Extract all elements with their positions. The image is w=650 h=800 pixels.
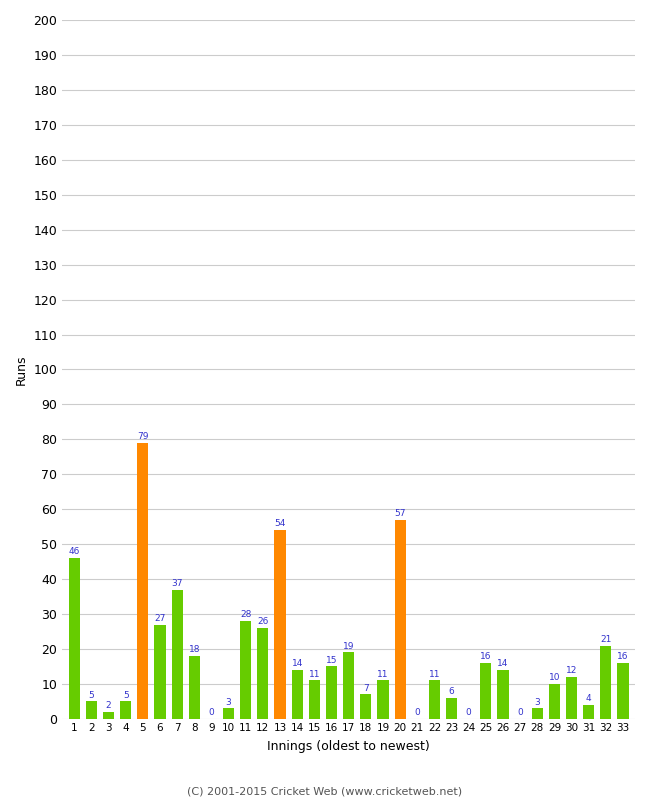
Text: 5: 5: [88, 690, 94, 700]
Text: 54: 54: [274, 519, 286, 529]
Bar: [69, 558, 80, 719]
Bar: [172, 590, 183, 719]
Bar: [86, 702, 97, 719]
Bar: [601, 646, 612, 719]
Text: 27: 27: [154, 614, 166, 622]
Bar: [618, 663, 629, 719]
Bar: [360, 694, 371, 719]
Bar: [549, 684, 560, 719]
Text: 3: 3: [226, 698, 231, 706]
Bar: [120, 702, 131, 719]
Text: 6: 6: [448, 687, 454, 696]
Bar: [566, 677, 577, 719]
Bar: [257, 628, 268, 719]
X-axis label: Innings (oldest to newest): Innings (oldest to newest): [267, 740, 430, 753]
Bar: [274, 530, 285, 719]
Bar: [429, 681, 440, 719]
Text: 10: 10: [549, 673, 560, 682]
Text: 21: 21: [600, 634, 612, 644]
Text: 57: 57: [395, 509, 406, 518]
Text: 0: 0: [414, 708, 420, 717]
Text: 11: 11: [377, 670, 389, 678]
Bar: [309, 681, 320, 719]
Bar: [240, 621, 252, 719]
Bar: [532, 709, 543, 719]
Bar: [103, 712, 114, 719]
Text: 7: 7: [363, 684, 369, 693]
Text: 0: 0: [209, 708, 214, 717]
Text: 11: 11: [428, 670, 440, 678]
Text: 12: 12: [566, 666, 577, 675]
Bar: [155, 625, 166, 719]
Bar: [395, 520, 406, 719]
Text: 0: 0: [466, 708, 471, 717]
Text: 4: 4: [586, 694, 592, 703]
Text: 28: 28: [240, 610, 252, 619]
Text: 11: 11: [309, 670, 320, 678]
Bar: [497, 670, 508, 719]
Y-axis label: Runs: Runs: [15, 354, 28, 385]
Bar: [137, 443, 148, 719]
Text: 16: 16: [480, 652, 491, 662]
Text: 0: 0: [517, 708, 523, 717]
Text: 2: 2: [106, 701, 111, 710]
Bar: [480, 663, 491, 719]
Text: 15: 15: [326, 656, 337, 665]
Text: 5: 5: [123, 690, 129, 700]
Text: 16: 16: [618, 652, 629, 662]
Text: 37: 37: [172, 579, 183, 588]
Bar: [583, 705, 594, 719]
Text: (C) 2001-2015 Cricket Web (www.cricketweb.net): (C) 2001-2015 Cricket Web (www.cricketwe…: [187, 786, 463, 796]
Text: 18: 18: [188, 646, 200, 654]
Text: 14: 14: [497, 659, 509, 668]
Bar: [446, 698, 457, 719]
Bar: [343, 653, 354, 719]
Text: 14: 14: [291, 659, 303, 668]
Bar: [188, 656, 200, 719]
Bar: [223, 709, 234, 719]
Bar: [378, 681, 389, 719]
Text: 26: 26: [257, 618, 268, 626]
Text: 3: 3: [534, 698, 540, 706]
Text: 19: 19: [343, 642, 354, 650]
Bar: [326, 666, 337, 719]
Text: 46: 46: [69, 547, 80, 556]
Bar: [292, 670, 303, 719]
Text: 79: 79: [137, 432, 149, 441]
